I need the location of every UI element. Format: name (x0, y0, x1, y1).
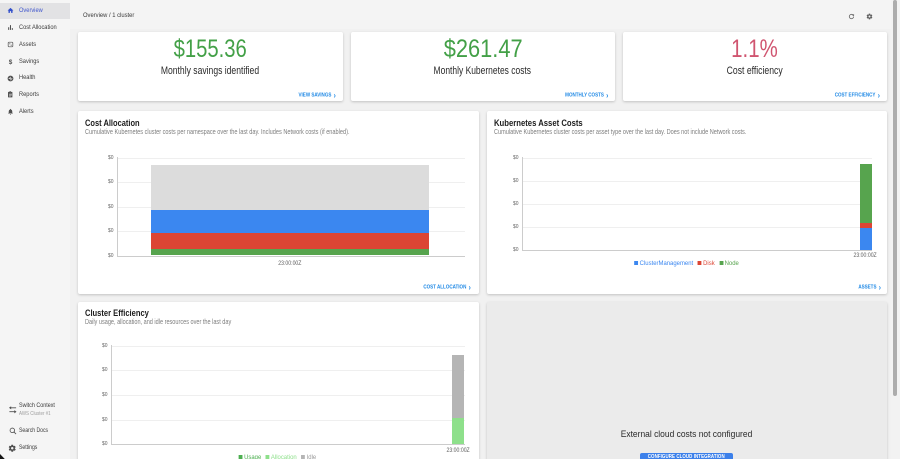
svg-text:$: $ (8, 59, 12, 65)
